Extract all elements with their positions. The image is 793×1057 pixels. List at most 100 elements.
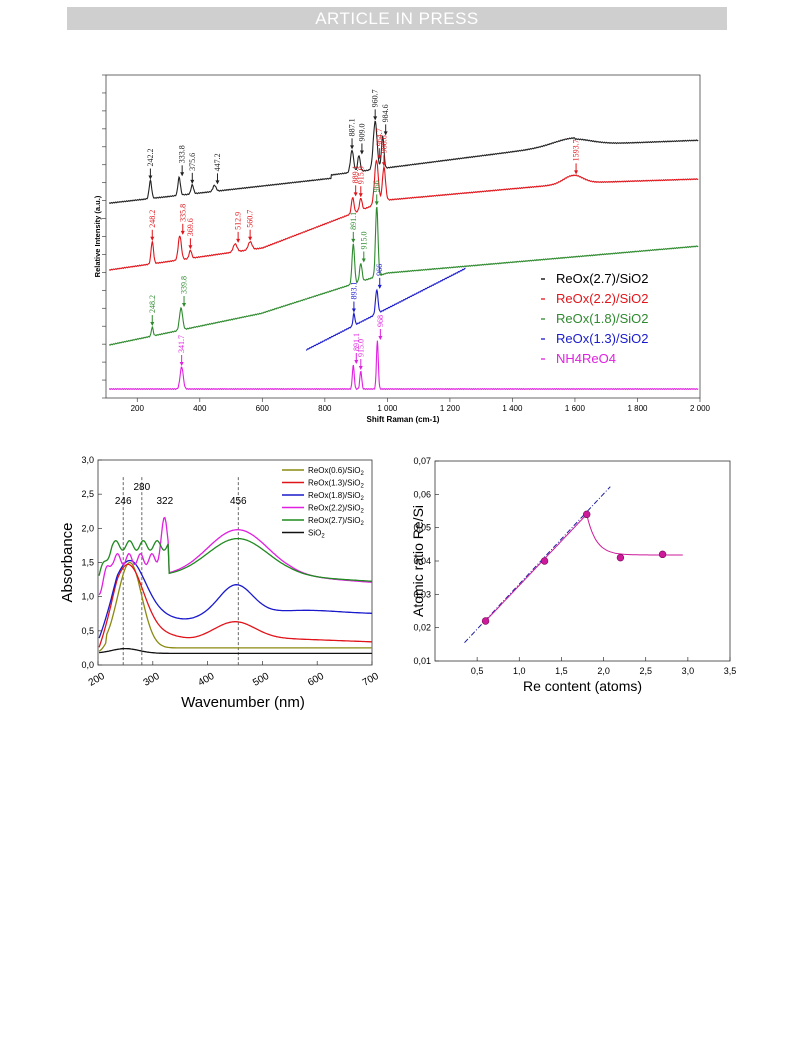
legend-name: ReOx(2.7)/SiO [308, 516, 360, 525]
legend-label: ReOx(1.8)/SiO2 [556, 311, 648, 326]
x-tick-label: 1,5 [555, 666, 568, 676]
peak-label: 242.2 [146, 149, 155, 167]
marker-label: 246 [115, 496, 132, 507]
peak-arrowhead [353, 192, 358, 197]
y-tick-label: 0,0 [81, 660, 94, 670]
absorbance-line [98, 559, 372, 639]
x-tick-label: 800 [318, 404, 332, 413]
banner-text: ARTICLE IN PRESS [315, 8, 479, 28]
y-tick-label: 0,05 [413, 523, 431, 533]
peak-arrowhead [383, 131, 388, 136]
legend-label: ReOx(2.2)/SiO2 [556, 291, 648, 306]
absorbance-line [98, 561, 372, 652]
peak-label: 248.2 [148, 295, 157, 313]
marker-label: 280 [133, 482, 150, 493]
x-tick-label: 2,0 [597, 666, 610, 676]
peak-arrowhead [359, 150, 364, 155]
peak-label: 915.0 [356, 339, 365, 357]
peak-label: 964.7 [375, 128, 384, 146]
peak-label: 891.1 [349, 212, 358, 230]
x-tick-label: 1 000 [377, 404, 398, 413]
x-tick-label: 3,0 [682, 666, 695, 676]
peak-label: 893.1 [349, 282, 358, 300]
peak-arrowhead [574, 170, 579, 175]
peak-arrowhead [180, 230, 185, 235]
peak-arrowhead [248, 236, 253, 241]
peak-arrowhead [381, 162, 386, 167]
legend-label: ReOx(1.3)/SiO2 [556, 331, 648, 346]
y-tick-label: 0,07 [413, 456, 431, 466]
plot-frame [434, 460, 731, 662]
spectrum-line [108, 206, 699, 346]
legend-label: ReOx(2.7)/SiO2 [308, 516, 364, 527]
y-tick-label: 0,02 [413, 623, 431, 633]
marker-label: 322 [157, 496, 174, 507]
peak-arrowhead [373, 116, 378, 121]
peak-label: 333.8 [178, 145, 187, 163]
peak-arrowhead [150, 236, 155, 241]
absorbance-line [98, 537, 373, 582]
peak-label: 915.0 [359, 232, 368, 250]
ratio-chart: 0,01 0,02 0,03 0,04 0,05 0,06 0,07 0,5 1,0 1,5 2,0… [410, 456, 736, 694]
x-tick-label: 400 [193, 404, 207, 413]
x-axis-label: Shift Raman (cm-1) [367, 415, 440, 424]
legend-label: ReOx(1.3)/SiO2 [308, 479, 364, 490]
spectrum-line [108, 120, 699, 205]
marker-label: 456 [230, 496, 247, 507]
x-axis-label: Wavenumber (nm) [181, 694, 305, 711]
absorbance-line [98, 563, 372, 648]
spectrum-line [305, 267, 466, 351]
peak-label: 560.7 [246, 210, 255, 228]
peak-label: 335.8 [178, 204, 187, 222]
legend-name: ReOx(2.2)/SiO [308, 504, 360, 513]
x-tick-label: 1 400 [502, 404, 523, 413]
x-tick-label: 0,5 [471, 666, 484, 676]
legend-label: NH4ReO4 [556, 351, 616, 366]
legend-label: SiO2 [308, 529, 325, 540]
peak-label: 966 [375, 264, 384, 276]
peak-label: 889.1 [351, 165, 360, 183]
peak-arrowhead [354, 360, 359, 364]
y-axis-label: Atomic ratio Re/Si [410, 505, 426, 617]
y-tick-label: 2,5 [81, 489, 94, 499]
peak-arrowhead [148, 175, 153, 180]
peak-arrowhead [351, 238, 356, 243]
y-tick-label: 0,06 [413, 489, 431, 499]
peak-label: 984.6 [381, 104, 390, 122]
peak-label: 447.2 [213, 153, 222, 171]
data-point [540, 557, 549, 565]
legend-subscript: 2 [360, 471, 364, 477]
peak-arrowhead [350, 145, 355, 150]
peak-arrowhead [150, 322, 155, 327]
y-tick-label: 0,04 [413, 556, 431, 566]
x-tick-label: 700 [361, 671, 381, 689]
y-tick-label: 0,03 [413, 589, 431, 599]
x-tick-label: 500 [251, 671, 271, 689]
legend-subscript: 2 [360, 484, 364, 490]
peak-arrowhead [190, 179, 195, 184]
legend-subscript: 2 [360, 496, 364, 502]
article-banner: ARTICLE IN PRESS [67, 7, 727, 30]
peak-label: 341.7 [177, 335, 186, 353]
legend-name: ReOx(0.6)/SiO [308, 466, 360, 475]
y-tick-label: 0,5 [81, 626, 94, 636]
legend-name: ReOx(1.8)/SiO [308, 491, 360, 500]
peak-arrowhead [358, 366, 363, 370]
y-tick-label: 2,0 [81, 523, 94, 533]
x-tick-label: 200 [87, 671, 107, 689]
x-tick-label: 1,0 [513, 666, 526, 676]
legend-subscript: 2 [360, 521, 364, 527]
x-tick-label: 600 [306, 671, 326, 689]
peak-arrowhead [236, 238, 241, 243]
peak-label: 339.8 [180, 276, 189, 294]
peak-arrowhead [215, 180, 220, 185]
peak-label: 369.6 [186, 218, 195, 236]
plot-frame [105, 74, 701, 399]
peak-arrowhead [377, 284, 382, 289]
x-tick-label: 1 600 [565, 404, 586, 413]
trend-line [485, 513, 683, 622]
peak-arrowhead [378, 336, 383, 340]
legend-subscript: 2 [360, 509, 364, 515]
peak-arrowhead [374, 201, 379, 206]
legend-label: ReOx(1.8)/SiO2 [308, 491, 364, 502]
